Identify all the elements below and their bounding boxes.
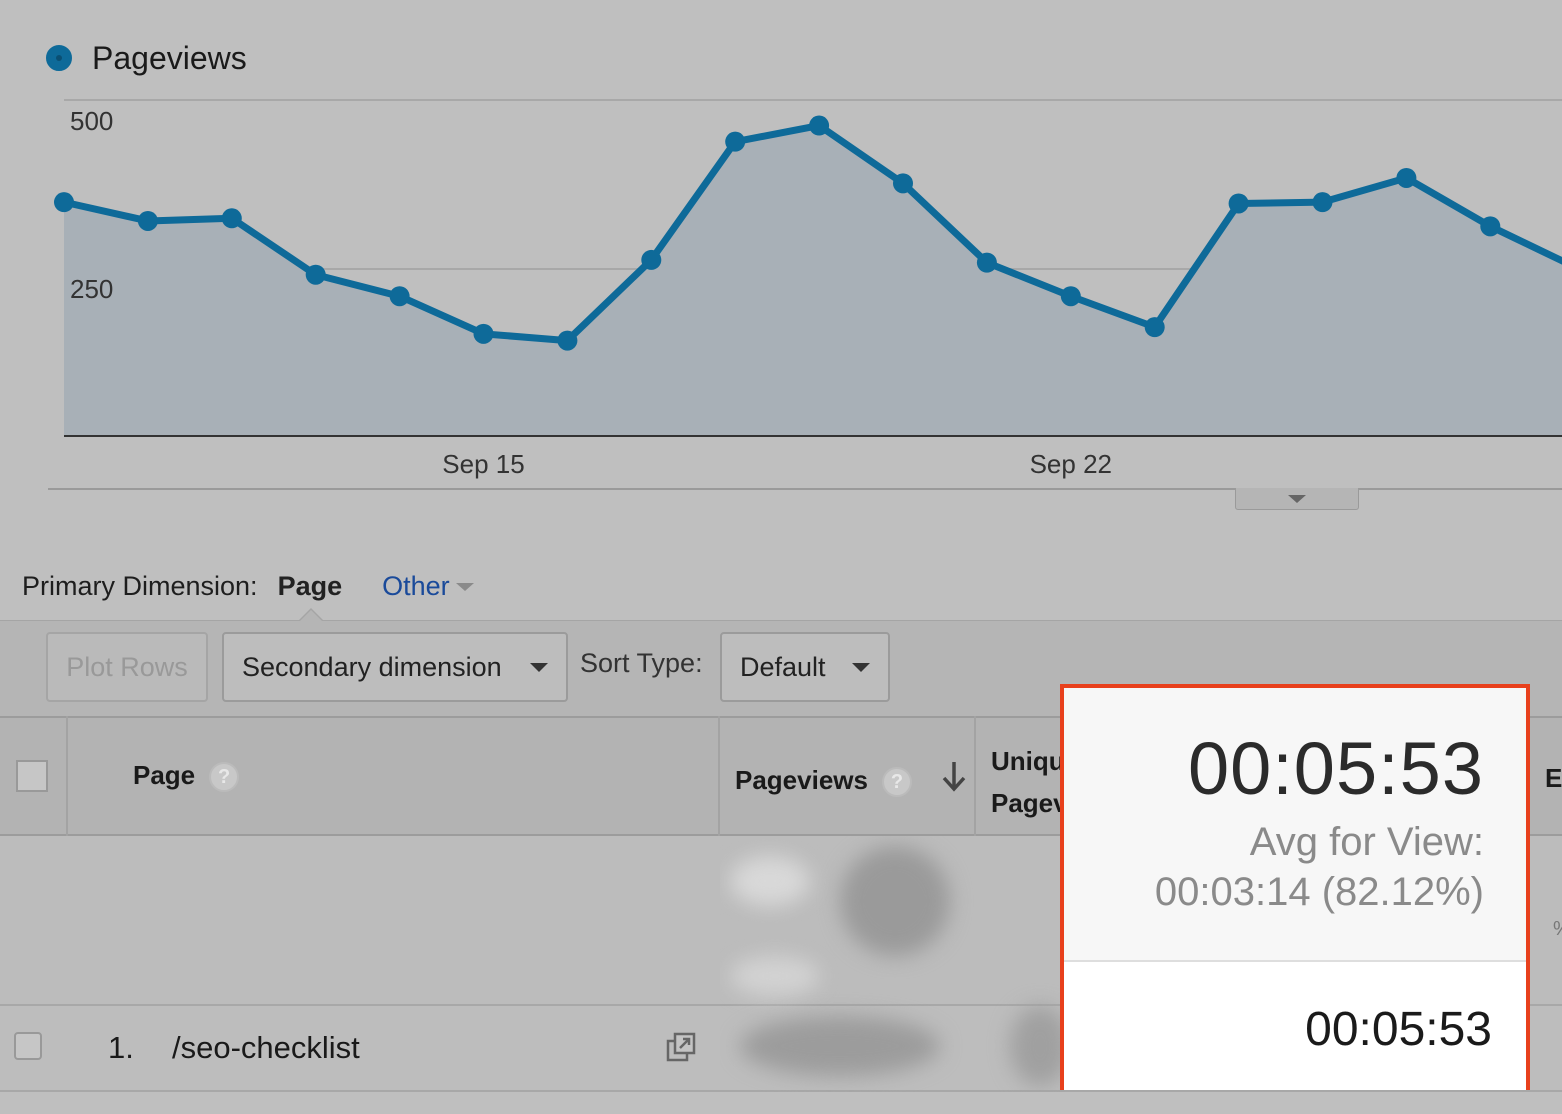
column-divider [974, 716, 976, 836]
chart-expand-toggle[interactable] [1235, 488, 1359, 510]
x-tick-label: Sep 22 [1030, 449, 1112, 479]
select-all-checkbox[interactable] [16, 760, 48, 792]
y-tick-label: 500 [70, 106, 113, 136]
card-row-area [1064, 962, 1526, 1090]
column-header-page[interactable]: Page? [133, 760, 240, 793]
caret-down-icon [852, 663, 870, 672]
x-tick-label: Sep 15 [442, 449, 524, 479]
data-point [473, 323, 494, 344]
data-point [1228, 193, 1249, 214]
data-point [1396, 167, 1417, 188]
y-tick-label: 250 [70, 274, 113, 304]
data-point [305, 264, 326, 285]
plot-rows-button[interactable]: Plot Rows [46, 632, 208, 702]
data-point [137, 210, 158, 231]
primary-dimension-page[interactable]: Page [277, 570, 343, 601]
blurred-metric-cells [720, 836, 1065, 1092]
pageviews-chart: 250 500 Sep 15 Sep 22 [0, 0, 1562, 520]
open-in-new-window-icon[interactable] [666, 1032, 696, 1062]
column-header-pageviews-label: Pageviews [735, 765, 868, 795]
legend-label: Pageviews [92, 39, 247, 76]
column-header-clipped[interactable]: E [1545, 763, 1562, 793]
row-index: 1. [108, 1030, 134, 1065]
card-divider [1064, 960, 1526, 962]
avg-for-view-label: Avg for View: [1249, 820, 1484, 864]
sort-type-dropdown[interactable]: Default [720, 632, 890, 702]
primary-dimension-bar: Primary Dimension: Page Other [22, 566, 474, 606]
avg-time-total-value: 00:05:53 [1187, 727, 1484, 810]
caret-down-icon [455, 583, 474, 592]
column-header-pageviews[interactable]: Pageviews? [735, 765, 912, 798]
primary-dimension-other[interactable]: Other [382, 571, 474, 602]
sort-type-label: Sort Type: [580, 648, 703, 678]
tab-pointer-inner [300, 610, 322, 621]
primary-dimension-label: Primary Dimension: [22, 570, 258, 601]
data-point [1060, 286, 1081, 307]
data-point [893, 173, 913, 194]
series-area-fill [64, 125, 1562, 436]
column-header-unique-pageviews[interactable]: Uniqu Pagev [991, 740, 1068, 824]
data-point [809, 115, 830, 136]
legend-dot-icon [46, 45, 72, 71]
primary-dimension-other-label: Other [382, 570, 450, 601]
row-checkbox[interactable] [14, 1032, 42, 1060]
data-point [1144, 317, 1165, 338]
highlighted-avg-time-card: 00:05:53 Avg for View: 00:03:14 (82.12%)… [1060, 684, 1530, 1090]
help-icon[interactable]: ? [209, 762, 240, 793]
data-point [641, 249, 662, 270]
data-point [1480, 216, 1501, 237]
data-point [725, 131, 746, 152]
data-point [389, 286, 410, 307]
secondary-dimension-label: Secondary dimension [242, 651, 502, 682]
data-point [54, 192, 74, 213]
column-header-unique-line2: Pagev [991, 788, 1068, 818]
clipped-cell-text: % [1553, 918, 1562, 941]
column-header-unique-line1: Uniqu [991, 746, 1065, 776]
data-point [1312, 192, 1333, 213]
row-page-link[interactable]: /seo-checklist [172, 1030, 360, 1065]
avg-for-view-value: 00:03:14 (82.12%) [1154, 870, 1484, 914]
data-point [557, 330, 578, 351]
chart-canvas: 250 500 Sep 15 Sep 22 [48, 99, 1562, 490]
chart-legend[interactable]: Pageviews [46, 38, 247, 78]
sort-descending-icon[interactable] [940, 760, 968, 794]
chevron-down-icon [1288, 494, 1306, 503]
caret-down-icon [530, 663, 548, 672]
secondary-dimension-dropdown[interactable]: Secondary dimension [222, 632, 568, 702]
data-point [221, 208, 242, 229]
sort-type-value: Default [740, 651, 826, 682]
column-header-page-label: Page [133, 760, 196, 790]
row-avg-time-value: 00:05:53 [1305, 1003, 1492, 1056]
help-icon[interactable]: ? [881, 767, 912, 798]
data-point [976, 252, 997, 273]
